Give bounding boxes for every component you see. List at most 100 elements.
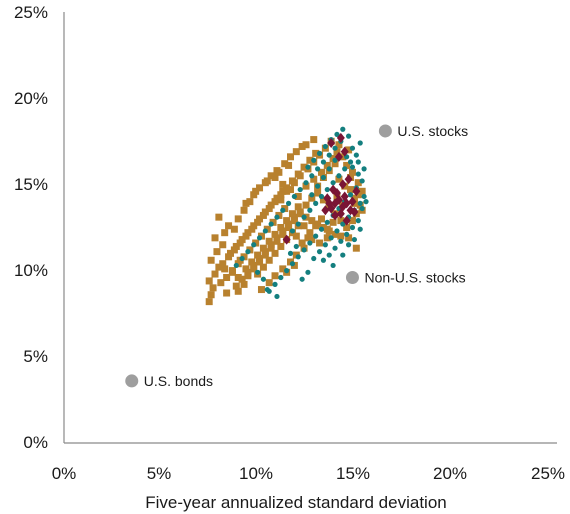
data-point-circle (264, 286, 270, 293)
x-tick-label: 0% (52, 464, 77, 483)
data-point-square (294, 203, 302, 211)
data-point-square (259, 244, 267, 252)
y-tick-label: 10% (14, 261, 48, 280)
data-point-square (323, 161, 331, 169)
data-point-square (265, 205, 273, 213)
data-point-square (302, 201, 310, 209)
data-point-diamond (344, 174, 353, 185)
data-point-square (223, 289, 231, 297)
data-point-circle (361, 193, 367, 200)
data-point-circle (347, 159, 354, 165)
data-point-square (257, 286, 265, 294)
data-point-square (343, 161, 351, 169)
data-point-circle (359, 178, 365, 184)
data-point-square (323, 234, 331, 242)
data-point-circle (340, 221, 346, 227)
data-point-square (281, 160, 289, 168)
data-point-square (277, 224, 285, 231)
data-point-square (314, 189, 322, 197)
data-point-square (304, 234, 312, 242)
reference-point-us-stocks (378, 124, 392, 138)
data-point-circle (255, 269, 261, 275)
data-point-square (285, 161, 293, 169)
data-point-square (267, 172, 275, 180)
data-point-circle (326, 152, 332, 158)
data-point-circle (297, 186, 303, 193)
data-point-circle (332, 157, 338, 163)
data-point-diamond (329, 184, 338, 195)
data-point-diamond (336, 208, 345, 219)
data-point-square (279, 230, 287, 238)
data-point-square (248, 258, 256, 266)
data-point-circle (355, 218, 361, 224)
data-point-circle (340, 252, 346, 258)
data-point-circle (295, 254, 301, 260)
data-point-square (252, 187, 260, 195)
data-point-circle (307, 207, 313, 213)
data-point-square (271, 249, 279, 257)
data-point-circle (349, 145, 356, 151)
data-point-square (279, 265, 287, 273)
data-point-square (271, 174, 279, 182)
data-point-circle (295, 221, 301, 227)
data-point-square (213, 248, 221, 256)
data-point-square (205, 277, 213, 285)
data-point-circle (349, 164, 356, 170)
x-tick-label: 15% (336, 464, 370, 483)
reference-label-us-bonds: U.S. bonds (144, 373, 213, 389)
data-point-square (232, 282, 240, 290)
data-point-circle (359, 205, 365, 212)
data-point-circle (340, 126, 346, 132)
data-point-square (345, 146, 353, 154)
data-point-diamond (323, 193, 332, 204)
data-point-square (347, 186, 355, 194)
data-point-square (290, 217, 298, 225)
data-point-circle (320, 159, 327, 165)
data-point-square (288, 177, 296, 185)
data-point-square (283, 217, 291, 225)
data-point-circle (320, 174, 327, 181)
data-point-diamond (350, 206, 359, 217)
y-tick-label: 15% (14, 175, 48, 194)
data-point-circle (262, 228, 268, 234)
data-point-square (317, 215, 325, 223)
x-tick-label: 25% (531, 464, 565, 483)
data-point-square (283, 184, 291, 192)
data-point-square (271, 272, 279, 280)
data-point-square (292, 232, 300, 240)
data-point-square (248, 225, 256, 233)
data-point-diamond (340, 146, 349, 157)
data-point-circle (322, 143, 328, 150)
data-point-square (271, 198, 279, 206)
data-point-circle (334, 228, 340, 234)
data-point-diamond (331, 210, 340, 221)
data-point-square (265, 256, 273, 264)
data-point-circle (315, 166, 321, 172)
data-point-square (263, 177, 271, 185)
data-point-circle (351, 236, 357, 243)
data-point-circle (357, 140, 363, 146)
data-point-circle (355, 159, 361, 165)
data-point-circle (278, 274, 284, 281)
data-point-circle (285, 200, 292, 206)
data-point-square (337, 232, 345, 240)
data-point-square (240, 206, 248, 214)
data-point-circle (361, 166, 367, 172)
data-point-square (259, 263, 267, 271)
data-point-circle (324, 186, 330, 193)
data-point-square (244, 272, 252, 280)
data-point-circle (239, 255, 245, 262)
data-point-square (294, 170, 302, 178)
data-point-circle (336, 173, 342, 179)
data-point-diamond (282, 234, 291, 245)
data-point-circle (344, 231, 350, 237)
data-point-square (242, 199, 250, 207)
data-point-circle (345, 133, 352, 139)
data-point-square (298, 239, 306, 247)
data-point-square (234, 273, 242, 281)
data-point-diamond (334, 151, 343, 162)
data-point-circle (313, 233, 319, 239)
data-point-square (331, 160, 339, 168)
data-point-square (254, 218, 262, 226)
data-point-square (310, 175, 318, 183)
